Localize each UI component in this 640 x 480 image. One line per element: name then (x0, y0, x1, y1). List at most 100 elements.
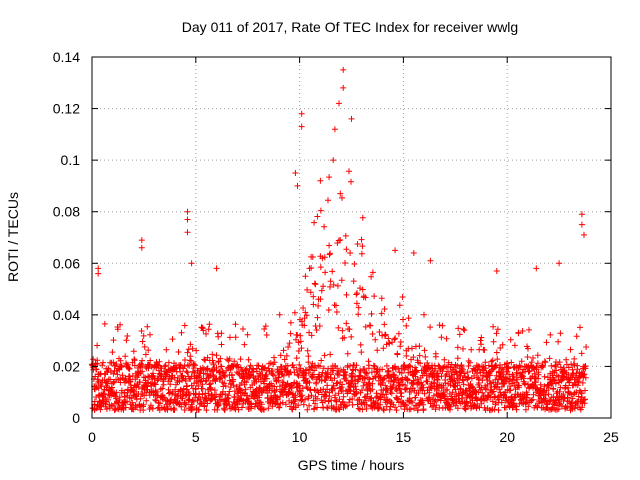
data-point (174, 374, 181, 381)
data-point (206, 381, 213, 388)
data-point (409, 345, 415, 352)
data-point (417, 360, 424, 367)
data-point (474, 397, 481, 404)
data-point (430, 402, 437, 409)
data-point (317, 387, 324, 393)
data-point (189, 403, 196, 410)
data-point (330, 157, 337, 164)
data-point (327, 283, 333, 290)
data-point (372, 336, 379, 343)
data-point (392, 404, 399, 411)
data-point (184, 362, 191, 368)
data-point (460, 345, 466, 352)
data-point (308, 265, 315, 271)
data-point (109, 349, 116, 356)
data-point (550, 376, 557, 383)
data-point (186, 362, 193, 369)
data-point (484, 381, 491, 388)
data-point (179, 372, 186, 379)
data-point (307, 289, 314, 296)
data-point (534, 352, 541, 359)
data-point (242, 386, 249, 393)
data-point (100, 390, 107, 397)
data-point (398, 370, 405, 376)
data-point (424, 378, 431, 385)
data-point (326, 389, 333, 396)
data-point (435, 362, 442, 369)
data-point (100, 359, 106, 366)
data-point (320, 283, 327, 290)
data-point (277, 393, 284, 400)
data-point (460, 381, 467, 388)
data-point (571, 355, 578, 362)
data-point (407, 363, 414, 370)
data-point (195, 406, 202, 413)
data-point (492, 376, 499, 383)
data-point (291, 309, 298, 316)
data-point (300, 305, 307, 311)
data-point (353, 300, 360, 307)
data-point (376, 405, 382, 412)
data-point (465, 374, 472, 381)
data-point (357, 341, 364, 348)
data-point (317, 264, 324, 271)
data-point (222, 373, 229, 380)
data-point (565, 364, 572, 371)
data-point (397, 343, 404, 350)
x-axis-ticks: 0 5 10 15 20 25 (88, 57, 619, 445)
data-point (479, 389, 486, 396)
data-point (90, 356, 97, 363)
data-point (144, 323, 151, 330)
data-point (222, 391, 229, 397)
data-point (110, 359, 117, 366)
data-point (507, 387, 514, 394)
data-point (481, 347, 488, 353)
data-point (327, 278, 334, 285)
data-point (550, 386, 557, 393)
data-point (232, 334, 239, 341)
data-point (343, 320, 350, 327)
data-point (410, 354, 417, 361)
data-point (251, 403, 258, 410)
data-point (419, 382, 426, 388)
data-point (406, 362, 413, 369)
data-point (362, 397, 369, 404)
data-point (582, 363, 589, 369)
x-tick-label: 25 (603, 429, 619, 445)
data-point (462, 406, 469, 413)
data-point (353, 390, 360, 397)
data-point (491, 394, 498, 401)
data-point (292, 397, 298, 404)
data-point (499, 365, 505, 372)
data-point (270, 372, 277, 379)
data-point (366, 376, 373, 383)
data-point (530, 355, 536, 361)
data-point (498, 399, 505, 406)
data-point (353, 362, 360, 369)
data-point (152, 396, 159, 403)
data-point (286, 340, 293, 347)
data-point (336, 371, 343, 378)
data-point (187, 341, 194, 348)
data-point (261, 326, 268, 332)
data-point (239, 404, 245, 411)
data-point (333, 302, 339, 309)
data-point (298, 345, 305, 352)
data-point (225, 398, 232, 405)
data-point (496, 396, 503, 403)
data-point (175, 349, 182, 355)
data-point (362, 323, 369, 330)
data-point (358, 250, 365, 257)
data-point (209, 351, 216, 358)
data-point (289, 362, 296, 368)
data-point (138, 244, 145, 251)
data-point (221, 406, 228, 413)
data-point (295, 383, 302, 390)
data-point (489, 398, 496, 405)
data-point (468, 346, 475, 353)
data-point (95, 270, 102, 277)
data-point (327, 351, 334, 358)
data-point (201, 402, 208, 409)
data-point (478, 341, 485, 348)
data-point (217, 375, 224, 382)
